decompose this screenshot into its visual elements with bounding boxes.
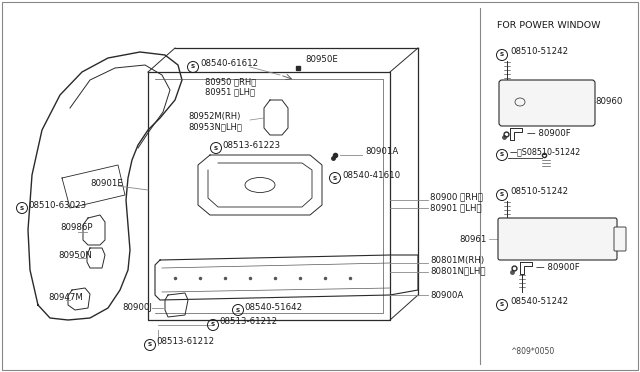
Text: 80951 〈LH〉: 80951 〈LH〉 [205, 87, 255, 96]
Text: FOR POWER WINDOW: FOR POWER WINDOW [497, 20, 600, 29]
Text: 80950E: 80950E [305, 55, 338, 64]
Text: 08510-51242: 08510-51242 [510, 187, 568, 196]
Text: S: S [148, 343, 152, 347]
FancyBboxPatch shape [498, 218, 617, 260]
Text: 08513-61212: 08513-61212 [156, 337, 214, 346]
Text: 08540-51642: 08540-51642 [244, 302, 302, 311]
Text: 08510-51242: 08510-51242 [510, 48, 568, 57]
Text: 08510-63023: 08510-63023 [28, 201, 86, 209]
Text: S: S [214, 145, 218, 151]
Text: S: S [500, 192, 504, 198]
Text: 80901E: 80901E [90, 179, 123, 187]
Text: 80952M(RH): 80952M(RH) [188, 112, 241, 121]
Text: ^809*0050: ^809*0050 [510, 347, 554, 356]
Text: 80950 〈RH〉: 80950 〈RH〉 [205, 77, 256, 87]
Text: 80900J: 80900J [122, 304, 152, 312]
Text: S: S [191, 64, 195, 70]
Text: 08513-61212: 08513-61212 [219, 317, 277, 327]
Text: 80901A: 80901A [365, 148, 398, 157]
Text: — 80900F: — 80900F [527, 128, 571, 138]
Text: S: S [500, 302, 504, 308]
Text: 80961: 80961 [460, 234, 487, 244]
Text: 80901 〈LH〉: 80901 〈LH〉 [430, 203, 482, 212]
FancyBboxPatch shape [499, 80, 595, 126]
Text: — 80900F: — 80900F [536, 263, 580, 272]
Text: 80986P: 80986P [60, 224, 93, 232]
Text: 80953N〈LH〉: 80953N〈LH〉 [188, 122, 242, 131]
Text: S: S [333, 176, 337, 180]
Text: 08540-51242: 08540-51242 [510, 298, 568, 307]
Text: 80801M(RH): 80801M(RH) [430, 256, 484, 264]
Text: S: S [211, 323, 215, 327]
Text: 80947M: 80947M [48, 294, 83, 302]
Text: 80950N: 80950N [58, 251, 92, 260]
Text: 80801N〈LH〉: 80801N〈LH〉 [430, 266, 486, 276]
Text: S: S [500, 52, 504, 58]
Text: 08540-61612: 08540-61612 [200, 60, 258, 68]
Text: 08540-41610: 08540-41610 [342, 170, 400, 180]
Text: 80900 〈RH〉: 80900 〈RH〉 [430, 192, 483, 202]
Text: S: S [20, 205, 24, 211]
FancyBboxPatch shape [614, 227, 626, 251]
Text: 80960: 80960 [595, 97, 622, 106]
Text: 08513-61223: 08513-61223 [222, 141, 280, 150]
Text: S: S [500, 153, 504, 157]
Text: S: S [236, 308, 240, 312]
Text: —　S08510-51242: — S08510-51242 [510, 148, 581, 157]
Text: 80900A: 80900A [430, 291, 463, 299]
